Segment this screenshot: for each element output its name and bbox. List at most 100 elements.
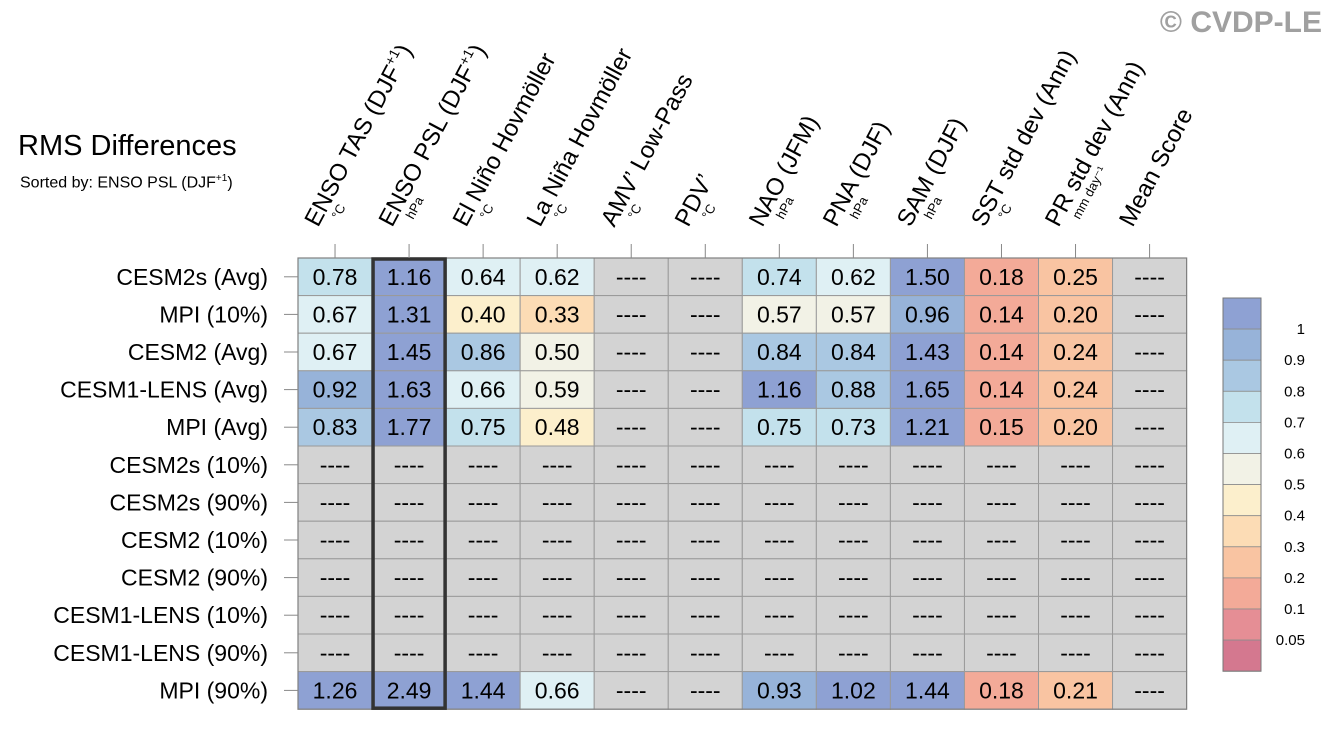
cell-value: ---- bbox=[320, 489, 351, 515]
cell-value: 0.66 bbox=[535, 677, 580, 703]
row-label: CESM2s (Avg) bbox=[116, 264, 268, 290]
cell-value: ---- bbox=[986, 527, 1017, 553]
row-label: MPI (Avg) bbox=[166, 414, 268, 440]
colorbar-label: 0.3 bbox=[1284, 539, 1305, 556]
cell-value: 0.18 bbox=[979, 264, 1024, 290]
heatmap-cell bbox=[963, 257, 1040, 297]
colorbar-swatch bbox=[1222, 328, 1262, 361]
cell-value: ---- bbox=[616, 602, 647, 628]
cell-value: 1.26 bbox=[313, 677, 358, 703]
cell-value: ---- bbox=[690, 527, 721, 553]
colorbar-label: 0.4 bbox=[1284, 508, 1305, 525]
cell-value: ---- bbox=[394, 565, 425, 591]
cell-value: 1.63 bbox=[387, 377, 432, 403]
cell-value: ---- bbox=[1060, 602, 1091, 628]
heatmap-cell bbox=[297, 445, 373, 485]
row-label: CESM2 (10%) bbox=[121, 527, 268, 553]
row-label: CESM1-LENS (10%) bbox=[53, 602, 268, 628]
subtitle-text: Sorted by: ENSO PSL (DJF bbox=[20, 174, 216, 192]
copyright-watermark: © CVDP-LE bbox=[1159, 6, 1322, 39]
cell-value: ---- bbox=[986, 452, 1017, 478]
cell-value: 0.62 bbox=[535, 264, 580, 290]
heatmap-cell bbox=[297, 332, 373, 372]
cell-value: ---- bbox=[690, 339, 721, 365]
row-label: CESM2s (10%) bbox=[110, 452, 268, 478]
colorbar-label: 0.5 bbox=[1284, 477, 1305, 494]
cell-value: ---- bbox=[616, 339, 647, 365]
cell-value: ---- bbox=[616, 377, 647, 403]
column-unit: °C bbox=[699, 201, 719, 221]
row-label: MPI (90%) bbox=[159, 677, 268, 703]
cell-value: 0.67 bbox=[313, 339, 358, 365]
heatmap-cell bbox=[445, 633, 521, 673]
cell-value: 0.21 bbox=[1053, 677, 1098, 703]
cell-value: 0.40 bbox=[461, 301, 506, 327]
heatmap-cell bbox=[1038, 295, 1114, 334]
column-label-superscript: +1 bbox=[455, 46, 477, 68]
cell-value: 0.14 bbox=[979, 301, 1024, 327]
heatmap-cell bbox=[371, 407, 447, 447]
colorbar-swatch bbox=[1222, 546, 1262, 579]
heatmap-cell bbox=[1112, 483, 1188, 522]
cell-value: 0.14 bbox=[979, 339, 1024, 365]
cell-value: 0.75 bbox=[757, 414, 802, 440]
cell-value: 1.31 bbox=[387, 301, 432, 327]
heatmap-cell bbox=[815, 445, 891, 485]
heatmap-cell bbox=[297, 483, 373, 522]
cell-value: ---- bbox=[394, 640, 425, 666]
cell-value: 0.86 bbox=[461, 339, 506, 365]
heatmap-cell bbox=[815, 595, 891, 635]
cell-value: 1.43 bbox=[905, 339, 950, 365]
cell-value: ---- bbox=[986, 489, 1017, 515]
cell-value: ---- bbox=[838, 489, 869, 515]
cell-value: 0.59 bbox=[535, 377, 580, 403]
cell-value: 1.44 bbox=[461, 677, 506, 703]
cell-value: 0.73 bbox=[831, 414, 876, 440]
cell-value: ---- bbox=[320, 640, 351, 666]
heatmap-cell bbox=[815, 257, 891, 297]
cell-value: ---- bbox=[542, 489, 573, 515]
cell-value: ---- bbox=[1134, 602, 1165, 628]
cell-value: 1.16 bbox=[757, 377, 802, 403]
heatmap-cell bbox=[445, 332, 521, 372]
cell-value: ---- bbox=[912, 602, 943, 628]
column-label: PDV’ bbox=[670, 170, 720, 231]
heatmap-cell bbox=[889, 671, 965, 710]
colorbar-label: 0.9 bbox=[1284, 352, 1305, 369]
heatmap-cell bbox=[1112, 407, 1188, 447]
cell-value: ---- bbox=[764, 489, 795, 515]
cell-value: 0.20 bbox=[1053, 414, 1098, 440]
cell-value: ---- bbox=[1060, 489, 1091, 515]
cell-value: ---- bbox=[690, 640, 721, 666]
heatmap-cell bbox=[593, 483, 669, 522]
cell-value: 0.66 bbox=[461, 377, 506, 403]
column-unit: °C bbox=[625, 201, 645, 221]
cell-value: ---- bbox=[690, 565, 721, 591]
cell-value: ---- bbox=[542, 640, 573, 666]
cell-value: ---- bbox=[912, 452, 943, 478]
heatmap-cell bbox=[1038, 520, 1114, 560]
cell-value: ---- bbox=[1134, 301, 1165, 327]
cell-value: ---- bbox=[320, 527, 351, 553]
cell-value: ---- bbox=[1134, 677, 1165, 703]
cell-value: 0.84 bbox=[757, 339, 802, 365]
cell-value: ---- bbox=[1134, 640, 1165, 666]
heatmap-cell bbox=[963, 558, 1040, 597]
heatmap-cell bbox=[371, 483, 447, 522]
heatmap-cell bbox=[519, 445, 595, 485]
cell-value: ---- bbox=[468, 489, 499, 515]
heatmap-cell bbox=[889, 295, 965, 334]
heatmap-cell bbox=[371, 558, 447, 597]
chart-title: RMS Differences bbox=[18, 130, 237, 162]
heatmap-cell bbox=[371, 633, 447, 673]
cell-value: ---- bbox=[616, 677, 647, 703]
cell-value: ---- bbox=[690, 414, 721, 440]
column-unit: °C bbox=[477, 201, 497, 221]
heatmap-cell bbox=[1038, 370, 1114, 409]
colorbar-label: 0.1 bbox=[1284, 601, 1305, 618]
heatmap-cell bbox=[667, 445, 743, 485]
heatmap-cell bbox=[667, 332, 743, 372]
heatmap-cell bbox=[963, 671, 1040, 710]
cell-value: ---- bbox=[468, 565, 499, 591]
cell-value: ---- bbox=[986, 602, 1017, 628]
